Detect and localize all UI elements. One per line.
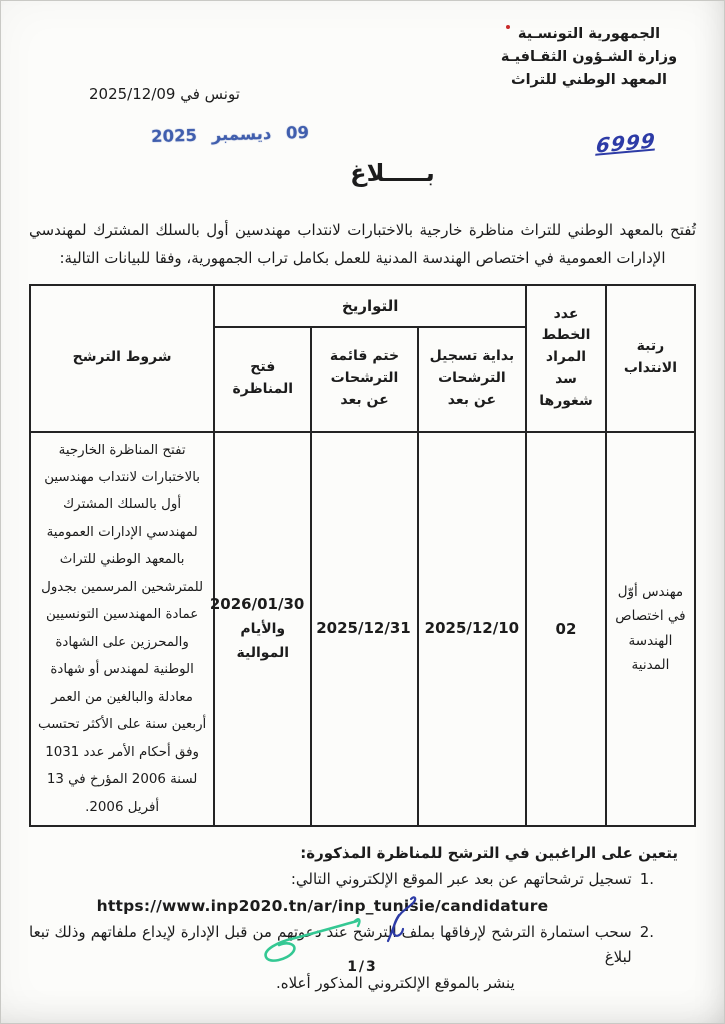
header-positions: عدد الخطط المراد سد شغورها xyxy=(525,283,607,433)
document-title: بـــــلاغ xyxy=(350,159,435,187)
cell-date-open: 2026/01/30 والأيام الموالية xyxy=(209,430,313,828)
header-dates-group: التواريخ xyxy=(213,283,528,328)
handwritten-ref-number: 6999 xyxy=(595,128,657,158)
date-stamp: 09 ديسمبر 2025 xyxy=(150,122,310,147)
red-ink-dot xyxy=(506,25,510,29)
letterhead-ministry: وزارة الشـؤون الثقـافيـة xyxy=(500,49,678,66)
cell-conditions: تفتح المناظرة الخارجية بالاختبارات لانتد… xyxy=(28,430,216,828)
item2-line2: ينشر بالموقع الإلكتروني المذكور أعلاه. xyxy=(275,973,515,992)
instructions-heading: يتعين على الراغبين في الترشح للمناظرة ال… xyxy=(300,844,678,863)
page-number: 1/3 xyxy=(347,959,378,975)
item2-number: 2. xyxy=(639,922,654,941)
blue-initials-mark xyxy=(386,896,417,943)
item2-line1: سحب استمارة الترشح لإرفاقها بملف الترشح … xyxy=(29,922,632,967)
letterhead-republic: الجمهورية التونسـية xyxy=(517,26,661,42)
item1-number: 1. xyxy=(639,870,654,889)
cell-date-open-value: 2026/01/30 xyxy=(209,595,305,614)
instructions-section: يتعين على الراغبين في الترشح للمناظرة ال… xyxy=(29,844,696,996)
item1-text: تسجيل ترشحاتهم عن بعد عبر الموقع الإلكتر… xyxy=(290,870,632,889)
header-rank: رتبة الانتداب xyxy=(604,283,697,433)
intro-paragraph: تُفتح بالمعهد الوطني للتراث مناظرة خارجي… xyxy=(29,221,696,267)
candidature-url: https://www.inp2020.tn/ar/inp_tunisie/ca… xyxy=(96,896,549,915)
competition-table: رتبة الانتداب عدد الخطط المراد سد شغورها… xyxy=(28,283,697,828)
cell-positions: 02 xyxy=(525,430,607,828)
header-date-start: بداية تسجيل الترشحات عن بعد xyxy=(416,325,528,433)
header-date-open: فتح المناظرة xyxy=(213,325,313,433)
table-row: مهندس أوّل في اختصاص الهندسة المدنية 02 … xyxy=(28,430,697,828)
instruction-item-2: 2. سحب استمارة الترشح لإرفاقها بملف التر… xyxy=(29,920,696,997)
document-body: بـــــلاغ تُفتح بالمعهد الوطني للتراث من… xyxy=(1,159,724,996)
cell-date-open-suffix: والأيام الموالية xyxy=(236,620,290,661)
header-conditions: شروط الترشح xyxy=(28,283,216,433)
cell-date-close: 2025/12/31 xyxy=(310,430,419,828)
cell-date-start: 2025/12/10 xyxy=(416,430,528,828)
header-date-close: ختم قائمة الترشحات عن بعد xyxy=(310,325,419,433)
item2-text: سحب استمارة الترشح لإرفاقها بملف الترشح … xyxy=(29,920,632,997)
instruction-item-1: 1. تسجيل ترشحاتهم عن بعد عبر الموقع الإل… xyxy=(29,867,696,893)
letterhead-institute: المعهد الوطني للتراث xyxy=(511,72,667,89)
green-signature-mark xyxy=(264,918,361,962)
place-date: تونس في 2025/12/09 xyxy=(89,85,240,103)
letterhead: الجمهورية التونسـية وزارة الشـؤون الثقـا… xyxy=(484,23,694,93)
cell-rank: مهندس أوّل في اختصاص الهندسة المدنية xyxy=(604,430,697,828)
